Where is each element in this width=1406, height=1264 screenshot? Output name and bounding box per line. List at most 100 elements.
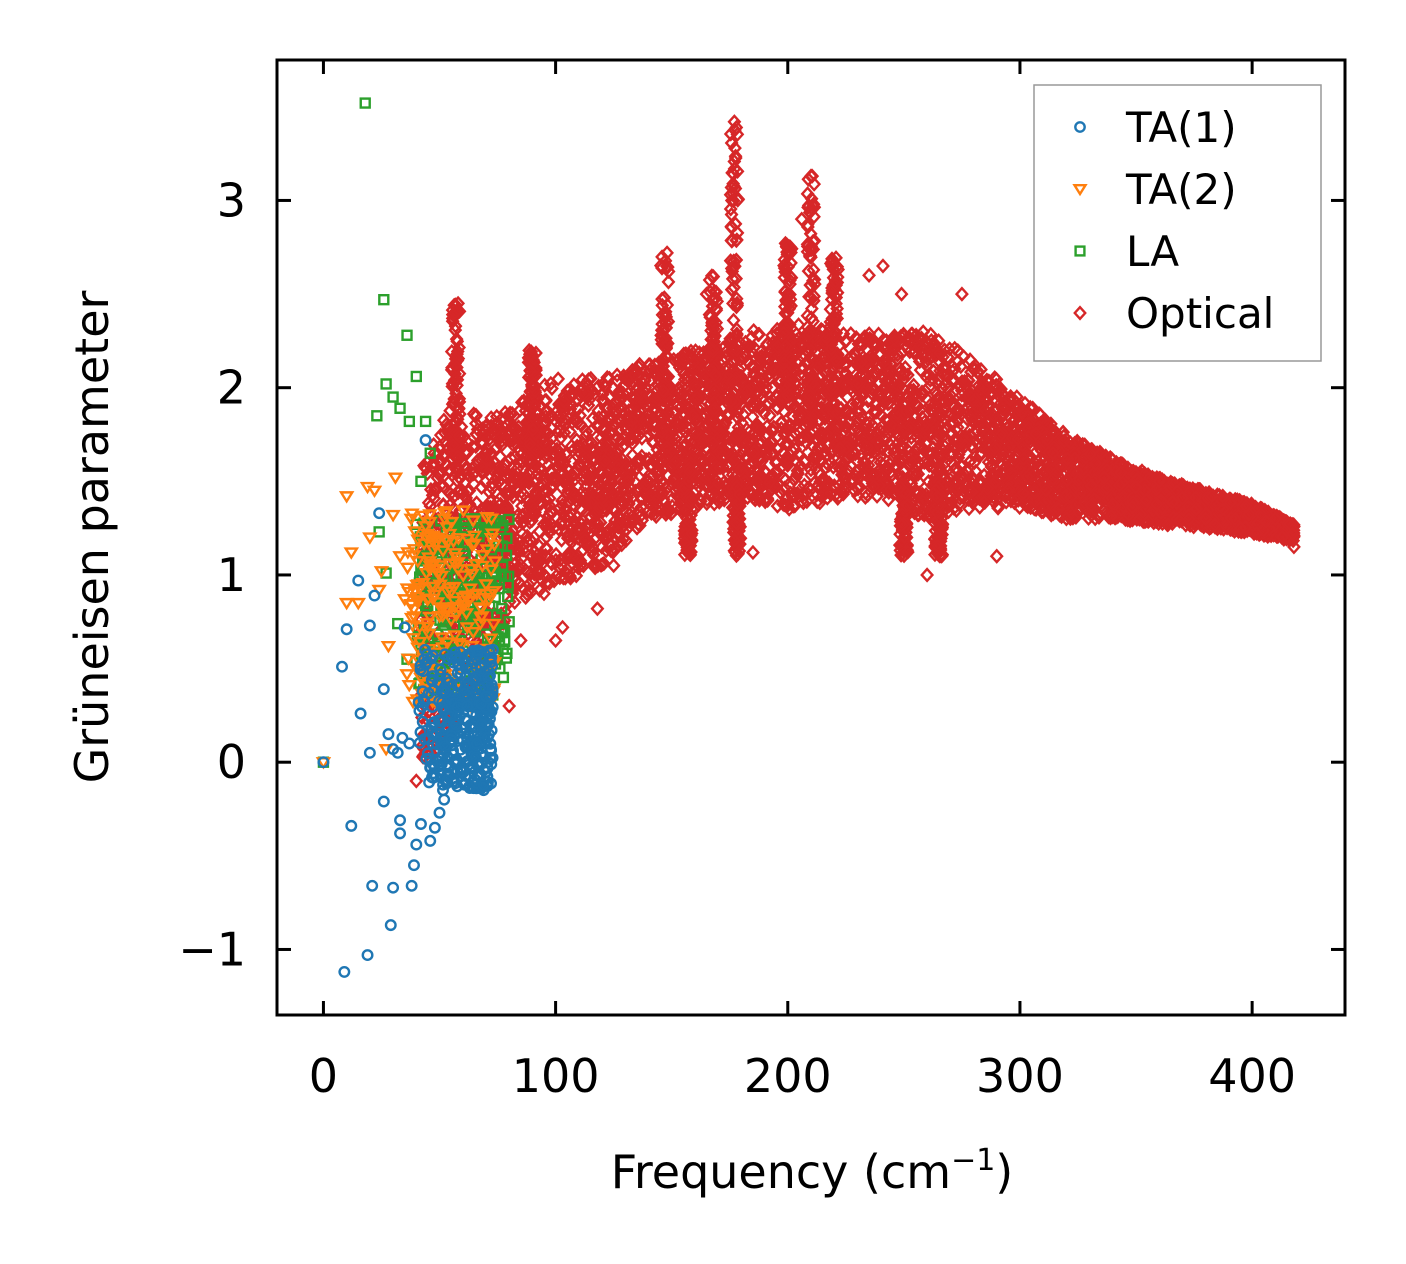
data-point: [914, 330, 929, 346]
data-point: [892, 360, 907, 377]
data-point: [631, 516, 646, 533]
data-point: [687, 378, 702, 395]
data-point: [638, 419, 653, 435]
data-point: [1081, 510, 1096, 527]
data-point: [684, 347, 699, 364]
data-point: [631, 369, 646, 385]
data-point: [1046, 425, 1061, 441]
data-point: [627, 367, 642, 383]
data-point: [971, 414, 986, 430]
data-point: [888, 457, 903, 473]
data-point: [744, 465, 759, 481]
data-point: [1120, 460, 1135, 476]
data-point: [625, 413, 639, 429]
data-point: [986, 407, 1001, 424]
data-point: [579, 423, 594, 440]
data-point: [443, 486, 458, 502]
data-point: [695, 455, 710, 472]
data-point: [1112, 477, 1127, 493]
data-point: [854, 354, 869, 370]
data-point: [508, 468, 523, 484]
data-point: [1216, 501, 1230, 517]
data-point: [1199, 506, 1214, 522]
data-point: [575, 502, 589, 518]
data-point: [822, 363, 837, 379]
data-point: [963, 453, 978, 469]
data-point: [804, 462, 818, 478]
data-point: [639, 472, 654, 488]
data-point: [1032, 405, 1046, 422]
data-point: [470, 421, 485, 438]
data-point: [689, 424, 704, 440]
data-point: [791, 317, 806, 333]
data-point: [715, 448, 730, 464]
data-point: [593, 475, 607, 492]
data-point: [740, 365, 755, 381]
data-point: [946, 482, 961, 498]
data-point: [956, 483, 971, 499]
data-point: [813, 454, 828, 470]
data-point: [661, 479, 676, 495]
data-point: [573, 558, 588, 574]
data-point: [693, 491, 708, 507]
data-point: [538, 409, 553, 425]
data-point: [674, 407, 689, 423]
data-point: [559, 524, 574, 540]
data-point: [762, 407, 777, 424]
data-point: [742, 432, 757, 449]
data-point: [966, 471, 980, 487]
data-point: [605, 501, 620, 517]
data-point: [687, 376, 702, 392]
data-point: [1100, 480, 1114, 496]
data-point: [498, 486, 513, 502]
data-point: [537, 377, 552, 393]
data-point: [1027, 476, 1042, 492]
data-point: [1028, 484, 1043, 501]
data-point: [913, 402, 927, 418]
data-point: [1004, 475, 1019, 492]
data-point: [1231, 505, 1245, 521]
data-point: [1087, 501, 1102, 517]
data-point: [792, 384, 807, 401]
data-point: [773, 460, 788, 476]
data-point: [873, 385, 888, 401]
data-point: [478, 474, 493, 490]
data-point: [1072, 471, 1087, 487]
data-points: [315, 97, 1301, 978]
data-point: [850, 488, 865, 504]
data-point: [1085, 472, 1100, 489]
data-point: [971, 378, 986, 394]
data-point: [943, 391, 958, 407]
data-point: [532, 461, 547, 477]
data-point: [816, 355, 831, 371]
data-point: [1088, 455, 1103, 472]
data-point: [459, 443, 474, 459]
data-point: [625, 430, 640, 447]
data-point: [934, 408, 949, 424]
data-point: [908, 386, 923, 402]
data-point: [543, 463, 558, 479]
data-point: [1046, 471, 1060, 487]
data-point: [980, 480, 995, 497]
data-point: [722, 407, 736, 424]
data-point: [628, 363, 642, 379]
data-point: [574, 543, 589, 560]
data-point: [699, 495, 714, 512]
data-point: [621, 474, 635, 490]
data-point: [980, 382, 995, 398]
data-point: [685, 404, 700, 420]
data-point: [556, 570, 571, 586]
data-point: [1222, 520, 1237, 536]
data-point: [433, 454, 448, 471]
data-point: [619, 460, 634, 476]
data-point: [641, 365, 656, 381]
data-point: [604, 412, 619, 428]
data-point: [1078, 449, 1093, 466]
data-point: [881, 344, 896, 361]
data-point: [905, 326, 920, 342]
data-point: [785, 489, 800, 505]
data-point: [820, 490, 835, 506]
data-point: [596, 526, 610, 542]
data-point: [522, 475, 536, 491]
data-point: [567, 485, 582, 501]
